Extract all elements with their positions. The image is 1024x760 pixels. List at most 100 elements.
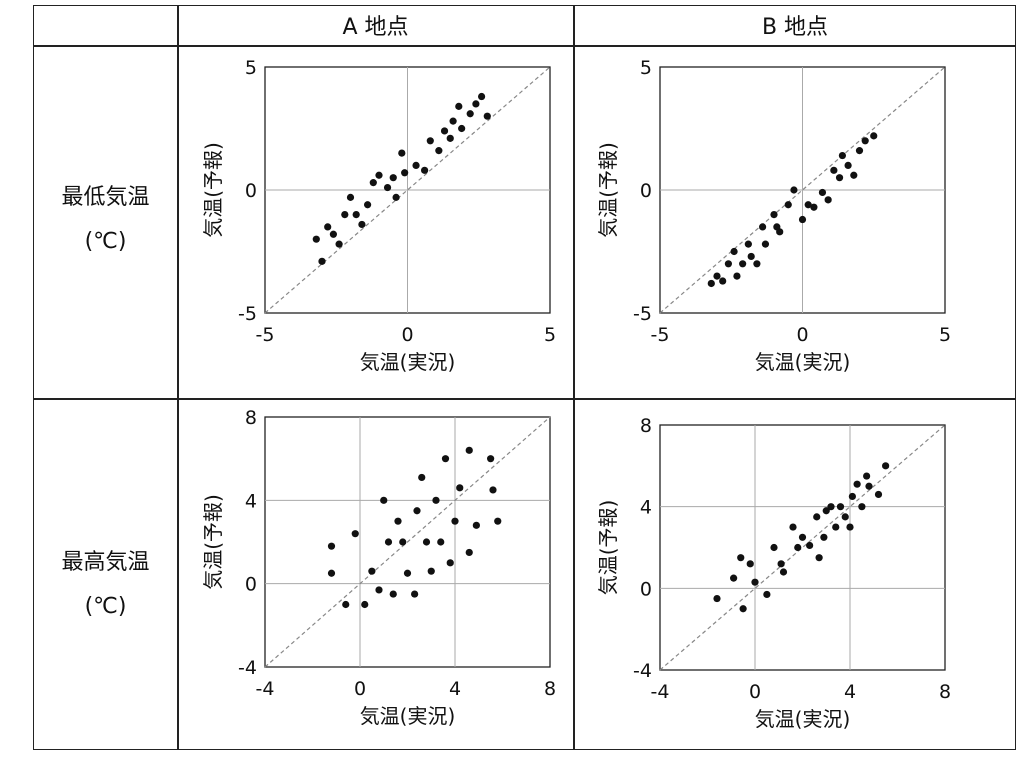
data-point: [361, 600, 369, 609]
data-point: [789, 523, 797, 531]
data-point: [719, 277, 727, 285]
data-point: [435, 147, 443, 155]
table-divider: [33, 398, 1016, 400]
x-tick-label: 8: [544, 678, 556, 700]
x-axis-label: 気温(実況): [755, 350, 851, 374]
y-axis-label: 気温(予報): [201, 494, 225, 590]
y-tick-label: -4: [238, 657, 257, 679]
x-tick-label: -5: [256, 324, 275, 346]
data-point: [422, 538, 431, 546]
data-point: [346, 193, 355, 201]
data-point: [874, 490, 883, 499]
data-point: [426, 137, 434, 145]
data-point: [804, 201, 812, 209]
scatter-max-temp-a: -4 0 4 8 -4 0 4 8 気温(実況) 気温(予報): [201, 407, 556, 728]
y-tick-label: 5: [245, 57, 257, 79]
data-point: [759, 223, 767, 231]
data-point: [713, 272, 721, 280]
y-tick-label: 5: [640, 57, 652, 79]
data-point: [784, 201, 792, 209]
data-point: [818, 188, 827, 197]
data-point: [427, 567, 435, 575]
data-point: [380, 496, 388, 504]
data-point: [327, 542, 336, 550]
table-divider: [573, 5, 575, 750]
data-point: [466, 110, 474, 118]
x-tick-label: 5: [939, 324, 951, 346]
row-header-min-temp: 最低気温 (℃): [33, 160, 178, 280]
data-point: [824, 196, 832, 204]
data-point: [776, 228, 784, 236]
column-header-a: A 地点: [342, 15, 409, 40]
x-axis-label: 気温(実況): [360, 704, 456, 728]
data-point: [441, 455, 450, 463]
data-point: [770, 543, 778, 552]
data-point: [730, 247, 738, 256]
data-point: [421, 166, 429, 174]
y-tick-label: 8: [245, 407, 257, 429]
data-point: [312, 235, 320, 243]
y-tick-label: -5: [633, 303, 652, 325]
data-point: [798, 215, 807, 224]
data-point: [739, 605, 747, 613]
data-point: [465, 446, 473, 454]
data-point: [472, 521, 480, 529]
data-point: [861, 137, 869, 145]
x-axis-label: 気温(実況): [360, 350, 456, 374]
data-point: [341, 211, 349, 219]
data-point: [358, 220, 366, 229]
data-point: [790, 186, 798, 194]
data-point: [813, 513, 821, 521]
x-tick-label: 5: [544, 324, 556, 346]
row-header-label: 最高気温: [61, 550, 150, 575]
data-point: [746, 560, 754, 568]
x-tick-label: 4: [449, 678, 461, 700]
data-point: [761, 240, 770, 248]
data-point: [437, 538, 445, 546]
data-point: [713, 594, 721, 603]
y-tick-label: 0: [640, 180, 652, 202]
data-point: [779, 568, 788, 576]
data-point: [855, 147, 864, 155]
data-point: [440, 127, 449, 135]
data-point: [737, 554, 745, 562]
data-point: [364, 201, 372, 209]
data-point: [478, 92, 486, 101]
x-tick-label: -5: [651, 324, 670, 346]
data-point: [841, 513, 849, 521]
data-point: [399, 538, 407, 546]
comparison-table: [33, 5, 1016, 750]
data-point: [389, 174, 397, 182]
data-point: [383, 183, 392, 192]
data-point: [324, 223, 332, 231]
data-point: [487, 455, 495, 463]
data-point: [846, 523, 854, 531]
data-point: [865, 482, 873, 490]
data-point: [352, 211, 360, 219]
data-point: [489, 486, 497, 494]
data-point: [835, 174, 844, 182]
data-point: [832, 523, 840, 531]
data-point: [394, 517, 402, 525]
data-point: [403, 569, 412, 577]
table-divider: [177, 5, 179, 750]
data-point: [850, 171, 858, 179]
data-point: [389, 590, 397, 598]
data-point: [455, 102, 463, 110]
scatter-min-temp-a: -5 0 5 -5 0 5 気温(実況) 気温(予報): [201, 57, 556, 374]
data-point: [458, 124, 466, 133]
y-tick-label: -4: [633, 660, 652, 682]
data-point: [368, 567, 376, 575]
data-point: [724, 260, 732, 268]
y-axis-label: 気温(予報): [596, 142, 620, 238]
data-point: [798, 533, 807, 541]
data-point: [335, 240, 343, 248]
data-point: [392, 193, 400, 201]
data-point: [794, 543, 802, 552]
data-point: [858, 503, 866, 511]
data-point: [411, 590, 419, 598]
data-point: [318, 257, 326, 265]
data-point: [446, 559, 454, 567]
data-point: [863, 472, 871, 480]
data-point: [369, 179, 377, 187]
